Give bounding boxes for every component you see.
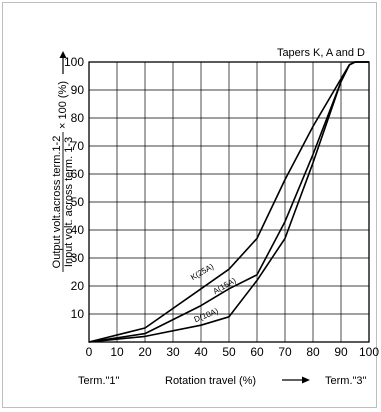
y-axis-label-bottom: Input volt. across term. 1-3 bbox=[63, 137, 75, 267]
series-group bbox=[88, 61, 369, 343]
x-tick-label: 80 bbox=[306, 345, 320, 359]
curve-label-0: K(25A) bbox=[189, 262, 215, 282]
x-tick-label: 50 bbox=[222, 345, 236, 359]
axes bbox=[88, 61, 370, 343]
chart-title: Tapers K, A and D bbox=[277, 47, 365, 59]
y-tick-label: 80 bbox=[71, 111, 85, 125]
x-axis-arrow bbox=[282, 376, 310, 384]
x-tick-label: 70 bbox=[278, 345, 292, 359]
plot-border bbox=[88, 61, 370, 343]
y-tick-label: 30 bbox=[71, 251, 85, 265]
y-tick-label: 60 bbox=[71, 167, 85, 181]
y-tick-label: 50 bbox=[71, 195, 85, 209]
y-tick-label: 20 bbox=[71, 279, 85, 293]
x-tick-label: 20 bbox=[138, 345, 152, 359]
x-tick-label: 0 bbox=[86, 345, 93, 359]
y-tick-label: 100 bbox=[64, 55, 84, 69]
y-axis-label-top: Output volt.across term.1-2 bbox=[51, 136, 63, 269]
y-tick-label: 40 bbox=[71, 223, 85, 237]
x-tick-label: 100 bbox=[359, 345, 379, 359]
x-tick-label: 30 bbox=[166, 345, 180, 359]
x-tick-label: 90 bbox=[334, 345, 348, 359]
y-axis-label-group: Output volt.across term.1-2 Input volt. … bbox=[51, 51, 75, 272]
grid bbox=[89, 62, 369, 342]
tick-labels: 0 10 20 30 40 50 60 70 80 90 100 10 20 30 40 50 60 70 80 90… bbox=[64, 55, 379, 359]
y-axis-label-suffix: × 100 (%) bbox=[57, 81, 69, 129]
x-tick-label: 40 bbox=[194, 345, 208, 359]
y-tick-label: 10 bbox=[71, 307, 85, 321]
series-line-2 bbox=[88, 61, 369, 343]
x-tick-label: 60 bbox=[250, 345, 264, 359]
x-tick-label: 10 bbox=[110, 345, 124, 359]
y-tick-label: 90 bbox=[71, 83, 85, 97]
chart-frame bbox=[2, 2, 377, 408]
y-tick-label: 70 bbox=[71, 139, 85, 153]
x-right-label: Term."3" bbox=[325, 375, 367, 387]
x-axis-label: Rotation travel (%) bbox=[165, 375, 256, 387]
x-left-label: Term."1" bbox=[78, 375, 120, 387]
